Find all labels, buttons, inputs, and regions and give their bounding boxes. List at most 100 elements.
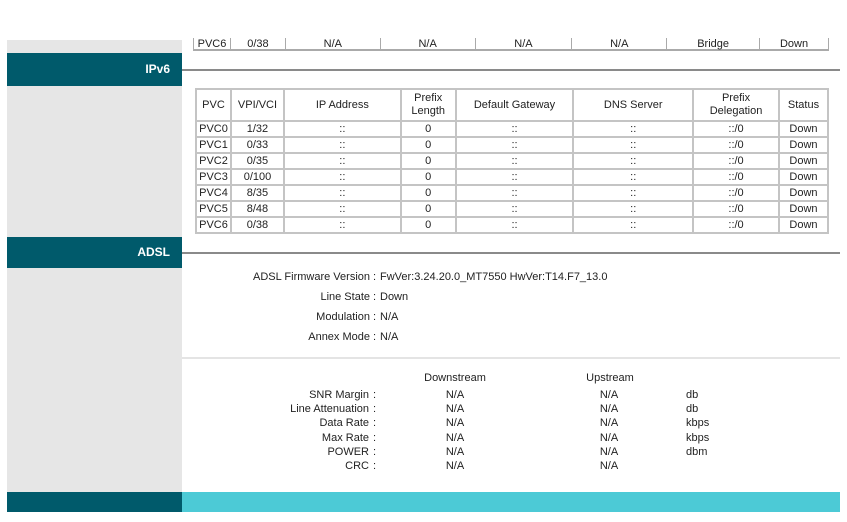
table-row: PVC4 8/35:: 0::::::/0 Down xyxy=(195,184,830,202)
stat-unit: db xyxy=(686,403,699,416)
table-cell: 8/35 xyxy=(229,184,285,202)
table-row: PVC0 1/32:: 0::::::/0 Down xyxy=(195,120,830,138)
table-cell: 0 xyxy=(399,120,457,138)
table-cell: :: xyxy=(454,136,575,154)
column-header: IP Address xyxy=(282,88,402,122)
stat-unit: kbps xyxy=(686,417,710,430)
table-cell: N/A xyxy=(284,38,381,51)
table-cell: 0 xyxy=(399,200,457,218)
table-cell: N/A xyxy=(474,38,573,51)
table-cell: :: xyxy=(454,216,575,234)
column-header: PVC xyxy=(195,88,232,122)
stat-downstream: N/A xyxy=(445,389,465,401)
table-cell: PVC4 xyxy=(195,184,232,202)
ipv6-table: PVC VPI/VCI IP Address Prefix Length Default… xyxy=(195,88,830,234)
divider xyxy=(182,252,840,254)
colon: : xyxy=(373,431,377,444)
table-cell: :: xyxy=(454,184,575,202)
colon: : xyxy=(373,291,377,303)
column-header: Default Gateway xyxy=(454,88,575,122)
colon: : xyxy=(373,417,377,430)
table-cell: ::/0 xyxy=(692,152,780,170)
table-cell: PVC1 xyxy=(195,136,232,154)
divider xyxy=(182,357,840,359)
table-cell: Down xyxy=(777,216,830,234)
table-cell: :: xyxy=(282,200,402,218)
table-cell: :: xyxy=(572,152,695,170)
info-label: Annex Mode xyxy=(308,331,370,343)
column-header: Prefix Delegation xyxy=(692,88,780,122)
table-cell: 0 xyxy=(399,152,457,170)
table-cell: 0 xyxy=(399,136,457,154)
column-header: VPI/VCI xyxy=(229,88,285,122)
table-cell: 0 xyxy=(399,184,457,202)
colon: : xyxy=(373,445,377,458)
table-cell: 0/35 xyxy=(229,152,285,170)
table-cell: Down xyxy=(777,136,830,154)
colon: : xyxy=(373,389,377,401)
table-cell: :: xyxy=(282,184,402,202)
table-cell: :: xyxy=(282,120,402,138)
table-cell: :: xyxy=(454,200,575,218)
colon: : xyxy=(373,331,377,343)
table-cell: Down xyxy=(777,120,830,138)
info-label: Modulation xyxy=(316,311,370,323)
table-cell: Bridge xyxy=(666,38,761,51)
table-cell: :: xyxy=(282,136,402,154)
table-cell: 8/48 xyxy=(229,200,285,218)
table-cell: PVC2 xyxy=(195,152,232,170)
table-cell: 0/38 xyxy=(229,216,285,234)
table-cell: PVC3 xyxy=(195,168,232,186)
table-cell: Down xyxy=(777,168,830,186)
colon: : xyxy=(373,271,377,283)
downstream-header: Downstream xyxy=(424,372,486,384)
table-cell: :: xyxy=(572,136,695,154)
table-cell: 1/32 xyxy=(229,120,285,138)
column-header: Status xyxy=(777,88,830,122)
table-cell: :: xyxy=(454,168,575,186)
sidebar-bg xyxy=(7,40,182,53)
table-cell: PVC0 xyxy=(195,120,232,138)
stat-unit: kbps xyxy=(686,431,710,444)
table-row: PVC6 0/38:: 0::::::/0 Down xyxy=(195,216,830,234)
section-header-adsl: ADSL xyxy=(7,237,182,268)
table-cell: :: xyxy=(572,184,695,202)
table-cell: 0/100 xyxy=(229,168,285,186)
table-cell: :: xyxy=(572,216,695,234)
table-cell: :: xyxy=(572,200,695,218)
stat-downstream: N/A xyxy=(445,403,465,416)
stat-upstream: N/A xyxy=(599,460,619,472)
stat-downstream: N/A xyxy=(445,460,465,472)
stat-downstream: N/A xyxy=(445,445,465,458)
info-label: Line State xyxy=(320,291,370,303)
table-cell: :: xyxy=(282,216,402,234)
table-cell: 0 xyxy=(399,216,457,234)
sidebar-bg xyxy=(7,86,182,237)
stat-upstream: N/A xyxy=(599,389,619,401)
table-cell: ::/0 xyxy=(692,184,780,202)
table-row: PVC2 0/35:: 0::::::/0 Down xyxy=(195,152,830,170)
table-row: PVC5 8/48:: 0::::::/0 Down xyxy=(195,200,830,218)
stat-label: Max Rate xyxy=(321,431,369,444)
colon: : xyxy=(373,460,377,472)
stat-downstream: N/A xyxy=(445,431,465,444)
table-cell: ::/0 xyxy=(692,120,780,138)
wan-table-tail: PVC6 0/38 N/A N/A N/A N/A Bridge Down xyxy=(193,38,829,51)
table-cell: Down xyxy=(777,200,830,218)
sidebar-bg xyxy=(7,268,182,492)
upstream-header: Upstream xyxy=(586,372,634,384)
stat-upstream: N/A xyxy=(599,431,619,444)
table-cell: :: xyxy=(454,120,575,138)
stat-label: Line Attenuation xyxy=(290,403,369,416)
stat-upstream: N/A xyxy=(599,417,619,430)
table-cell: :: xyxy=(572,120,695,138)
table-cell: 0/38 xyxy=(229,38,286,51)
table-cell: :: xyxy=(572,168,695,186)
table-cell: N/A xyxy=(571,38,668,51)
table-cell: PVC6 xyxy=(195,216,232,234)
table-cell: Down xyxy=(777,184,830,202)
stat-label: CRC xyxy=(345,460,369,472)
stat-unit: dbm xyxy=(686,445,708,458)
table-cell: :: xyxy=(282,168,402,186)
section-header-ipv6: IPv6 xyxy=(7,53,182,86)
